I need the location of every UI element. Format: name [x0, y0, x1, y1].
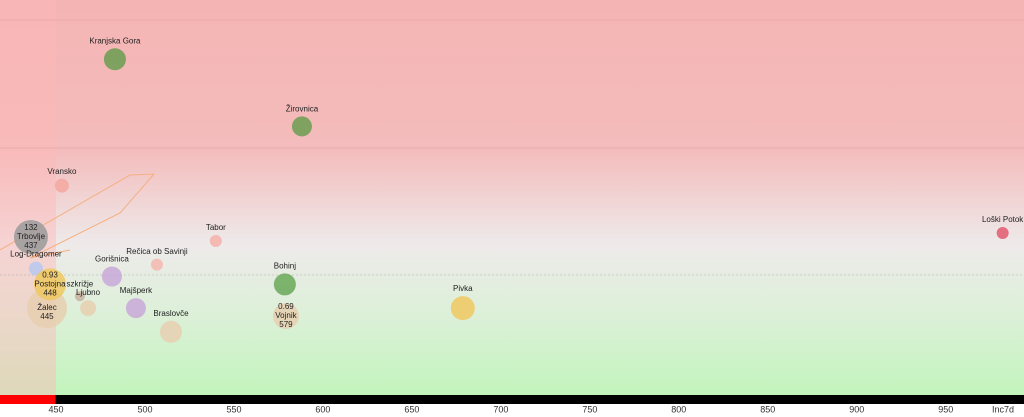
x-tick-label: 650 [404, 404, 419, 414]
bubble [150, 258, 163, 271]
bubble [13, 220, 48, 254]
bubble [33, 268, 66, 301]
x-tick-label: 600 [315, 404, 330, 414]
plot-background [0, 0, 1024, 395]
x-axis-label: Inc7d [992, 404, 1014, 414]
bubble [74, 291, 85, 302]
bubble-label: Bohinj [274, 262, 296, 271]
bubble [450, 296, 475, 321]
bubble-label: Log-Dragomer [10, 250, 62, 259]
bubble-label: Kranjska Gora [89, 36, 141, 45]
bubble-value: 0.69 [278, 302, 294, 311]
bubble [996, 227, 1009, 240]
x-tick-label: 850 [760, 404, 775, 414]
x-axis-bar [0, 395, 1024, 404]
bubble [101, 266, 122, 287]
x-axis-highlight [0, 395, 56, 404]
bubble-value: 445 [40, 312, 54, 321]
bubble [80, 300, 97, 317]
trail-line [0, 173, 156, 259]
bubble [54, 178, 69, 193]
bubble-value: 437 [24, 241, 38, 250]
bubble [159, 320, 182, 343]
bubble-label: Majšperk [120, 286, 153, 295]
bubble [28, 261, 43, 276]
x-tick-label: 900 [849, 404, 864, 414]
x-tick-label: 750 [582, 404, 597, 414]
bubble-value: 132 [24, 223, 38, 232]
bubble [125, 298, 146, 319]
bubble-label: Trbovlje [17, 232, 46, 241]
bubble-label: Vojnik [275, 311, 297, 320]
x-tick-label: 800 [671, 404, 686, 414]
bubble [103, 48, 126, 71]
bubble-label: Vransko [47, 167, 77, 176]
bubble-value: 448 [43, 289, 57, 298]
bubble-label: Gorišnica [95, 255, 129, 264]
bubble-label: Loški Potok [982, 215, 1024, 224]
x-tick-label: 450 [49, 404, 64, 414]
bubble-label: Braslovče [153, 309, 189, 318]
bubble-label: Tabor [206, 223, 226, 232]
bubble-value: 0.93 [42, 271, 58, 280]
bubble [272, 303, 299, 329]
bubble [273, 273, 296, 296]
bubble-label: Žalec [37, 303, 57, 312]
x-tick-label: 500 [137, 404, 152, 414]
bubble [209, 234, 222, 247]
bubble-label: szkrižje [67, 279, 94, 288]
marks: Kranjska Gora Žirovnica Vransko Trbovlje132… [10, 36, 1024, 343]
x-tick-label: 950 [938, 404, 953, 414]
bubble-label: Rečica ob Savinji [126, 247, 188, 256]
bubble-value: 579 [279, 320, 293, 329]
bubble-label: Postojna [34, 280, 66, 289]
bubble [291, 116, 312, 137]
x-tick-label: 700 [493, 404, 508, 414]
bubble-label: Pivka [453, 284, 473, 293]
bubble-label: Ljubno [76, 288, 101, 297]
bubble-label: Žirovnica [286, 105, 319, 114]
left-band [0, 0, 56, 395]
x-tick-label: 550 [226, 404, 241, 414]
